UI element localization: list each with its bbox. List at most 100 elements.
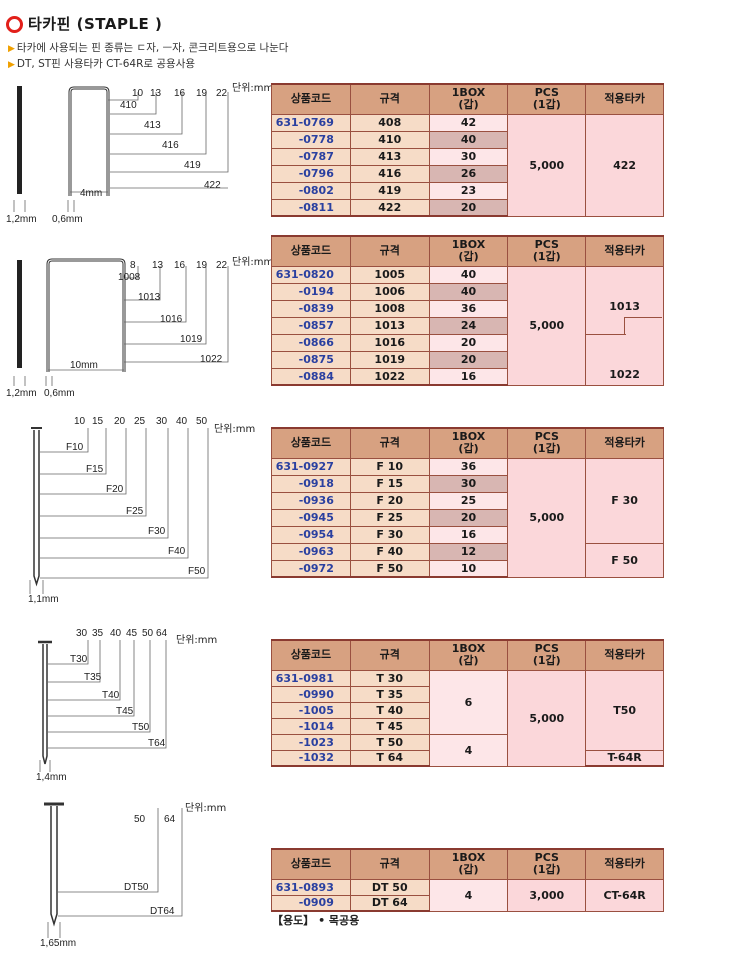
diagram-f-brad: 10 15 20 25 30 40 50 F10 F15 F20 F25 F30… [28,416,209,605]
d1-tick-2: 16 [174,88,186,99]
product-table-f-brad: 상품코드 규격 1BOX (갑) PCS (1갑) 적용타카 631-0927 F … [271,427,664,578]
unit-label-3: 단위:mm [214,424,256,435]
d5-size-1: DT64 [150,906,175,917]
col-code: 상품코드 [271,235,351,267]
d3-size-4: F30 [148,526,166,537]
tacker-cell: 422 [585,113,664,217]
box-group-2: 4 [428,733,509,767]
d3-tick-5: 40 [176,416,188,427]
table-row: -0972 F 50 10 [271,559,664,578]
d4-tick-1: 35 [92,628,104,639]
d3-size-5: F40 [168,546,186,557]
d4-tick-3: 45 [126,628,138,639]
d2-size-1: 1013 [138,292,161,303]
table-row: -0194 1006 40 [271,282,664,301]
pcs-cell: 5,000 [507,669,587,767]
table-row: -0963 F 40 12 F 50 [271,542,664,578]
col-tacker: 적용타카 [585,235,664,267]
table-row: -0945 F 25 20 [271,508,664,527]
tacker-cell-t50: T50 [585,669,664,751]
col-spec: 규격 [349,848,430,880]
d4-tick-2: 40 [110,628,122,639]
tacker-cell-t64r: T-64R [585,749,664,767]
page-title: 타카핀 (STAPLE ) [28,15,163,33]
d1-thick: 1,2mm [6,214,37,225]
bullet-triangle-icon: ▶ [8,60,15,70]
d3-size-3: F25 [126,506,144,517]
col-spec: 규격 [349,235,430,267]
col-code: 상품코드 [271,427,351,459]
d2-size-2: 1016 [160,314,183,325]
col-pcs: PCS (1갑) [507,427,587,459]
note-1-text: 타카에 사용되는 핀 종류는 ㄷ자, ㅡ자, 콘크리트용으로 나눈다 [16,42,289,54]
d4-size-4: T50 [132,722,150,733]
tacker-cell-1022: 1022 [585,317,664,386]
d3-size-0: F10 [66,442,84,453]
d4-size-3: T45 [116,706,134,717]
note-1: ▶ 타카에 사용되는 핀 종류는 ㄷ자, ㅡ자, 콘크리트용으로 나눈다 [8,40,288,55]
d5-thick: 1,65mm [40,938,76,949]
d1-size-1: 413 [144,120,161,131]
box-cell: 4 [428,878,509,912]
d1-wire: 0,6mm [52,214,83,225]
col-box: 1BOX (갑) [428,848,509,880]
col-tacker: 적용타카 [585,427,664,459]
pcs-cell: 3,000 [507,878,587,912]
d3-size-6: F50 [188,566,206,577]
d1-size-4: 422 [204,180,221,191]
table-row: -0796 416 26 [271,164,664,183]
d4-size-1: T35 [84,672,102,683]
table-row: -0884 1022 16 [271,367,664,386]
col-spec: 규격 [349,83,430,115]
table-row: -1014 T 45 [271,717,664,735]
d2-width: 10mm [70,360,98,371]
unit-label-1: 단위:mm [232,83,274,94]
table-row: -0866 1016 20 [271,333,664,352]
table-row: -0936 F 20 25 [271,491,664,510]
tacker-cell-f30: F 30 [585,457,664,544]
d3-tick-3: 25 [134,416,146,427]
usage-note: 【용도】 • 목공용 [272,914,360,927]
d4-tick-5: 64 [156,628,168,639]
table-row: -0918 F 15 30 [271,474,664,493]
col-tacker: 적용타카 [585,83,664,115]
d4-size-2: T40 [102,690,120,701]
table-row: -1023 T 50 4 [271,733,664,767]
d3-tick-6: 50 [196,416,208,427]
d4-thick: 1,4mm [36,772,67,783]
d3-tick-2: 20 [114,416,126,427]
pcs-cell: 5,000 [507,265,587,386]
diagram-staple-1000: 8 13 16 19 22 1008 1013 1016 1019 1022 1… [6,258,229,399]
ring-icon [6,16,23,33]
d2-size-3: 1019 [180,334,203,345]
table-row: -1032 T 64 T-64R [271,749,664,767]
table-row: -0954 F 30 16 [271,525,664,544]
d2-size-4: 1022 [200,354,223,365]
d4-tick-0: 30 [76,628,88,639]
table-row: 631-0820 1005 40 5,000 1013 [271,265,664,386]
table-row: -1005 T 40 [271,701,664,719]
d2-wire: 0,6mm [44,388,75,399]
diagram-dt-nail: 50 64 DT50 DT64 1,65mm [40,802,183,949]
d3-size-2: F20 [106,484,124,495]
product-table-t-nail: 상품코드 규격 1BOX (갑) PCS (1갑) 적용타카 631-0981 T … [271,639,664,767]
col-code: 상품코드 [271,639,351,671]
tacker-cell-f50: F 50 [585,542,664,578]
col-pcs: PCS (1갑) [507,235,587,267]
table-row: -0909 DT 64 [271,894,664,912]
d4-tick-4: 50 [142,628,154,639]
d2-tick-1: 13 [152,260,164,271]
d3-tick-0: 10 [74,416,86,427]
box-group-1: 6 [428,669,509,735]
table-row: 631-0893 DT 50 4 3,000 CT-64R [271,878,664,912]
pcs-cell: 5,000 [507,113,587,217]
d5-size-0: DT50 [124,882,149,893]
col-box: 1BOX (갑) [428,427,509,459]
d1-size-3: 419 [184,160,201,171]
product-table-dt-nail: 상품코드 규격 1BOX (갑) PCS (1갑) 적용타카 631-0893 DT… [271,848,664,912]
note-2: ▶ DT, ST핀 사용타카 CT-64R로 공용사용 [8,56,195,71]
d1-tick-0: 10 [132,88,144,99]
d2-thick: 1,2mm [6,388,37,399]
d4-size-0: T30 [70,654,88,665]
d3-tick-4: 30 [156,416,168,427]
